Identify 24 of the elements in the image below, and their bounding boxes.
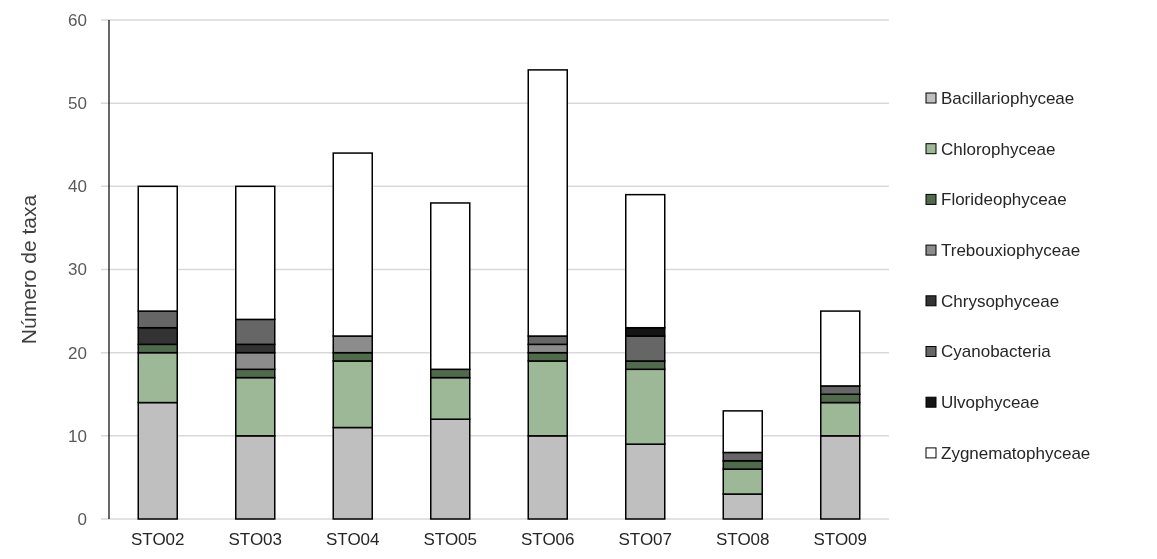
x-tick-label: STO05 bbox=[423, 530, 478, 549]
x-tick-label: STO03 bbox=[228, 530, 283, 549]
y-tick-label: 40 bbox=[68, 177, 87, 197]
legend-label: Bacillariophyceae bbox=[941, 88, 1075, 108]
legend-label: Florideophyceae bbox=[941, 190, 1067, 210]
y-tick-label: 30 bbox=[68, 260, 87, 280]
x-tick-label: STO06 bbox=[520, 530, 575, 549]
x-tick-label: STO09 bbox=[813, 530, 868, 549]
x-tick-label: STO07 bbox=[618, 530, 673, 549]
y-axis-title: Número de taxa bbox=[17, 194, 40, 345]
x-tick-label: STO04 bbox=[325, 530, 380, 549]
legend-label: Cyanobacteria bbox=[941, 342, 1052, 362]
legend-label: Trebouxiophyceae bbox=[941, 241, 1081, 261]
x-tick-label: STO08 bbox=[715, 530, 770, 549]
y-tick-label: 50 bbox=[68, 94, 87, 114]
legend-label: Ulvophyceae bbox=[941, 393, 1040, 413]
x-tick-label: STO02 bbox=[130, 530, 185, 549]
y-tick-label: 20 bbox=[68, 343, 87, 363]
legend-label: Chrysophyceae bbox=[941, 291, 1060, 311]
y-tick-label: 0 bbox=[77, 509, 87, 529]
y-tick-label: 60 bbox=[68, 10, 87, 30]
y-tick-label: 10 bbox=[68, 426, 87, 446]
legend-label: Zygnematophyceae bbox=[941, 443, 1091, 463]
legend-label: Chlorophyceae bbox=[941, 139, 1056, 159]
